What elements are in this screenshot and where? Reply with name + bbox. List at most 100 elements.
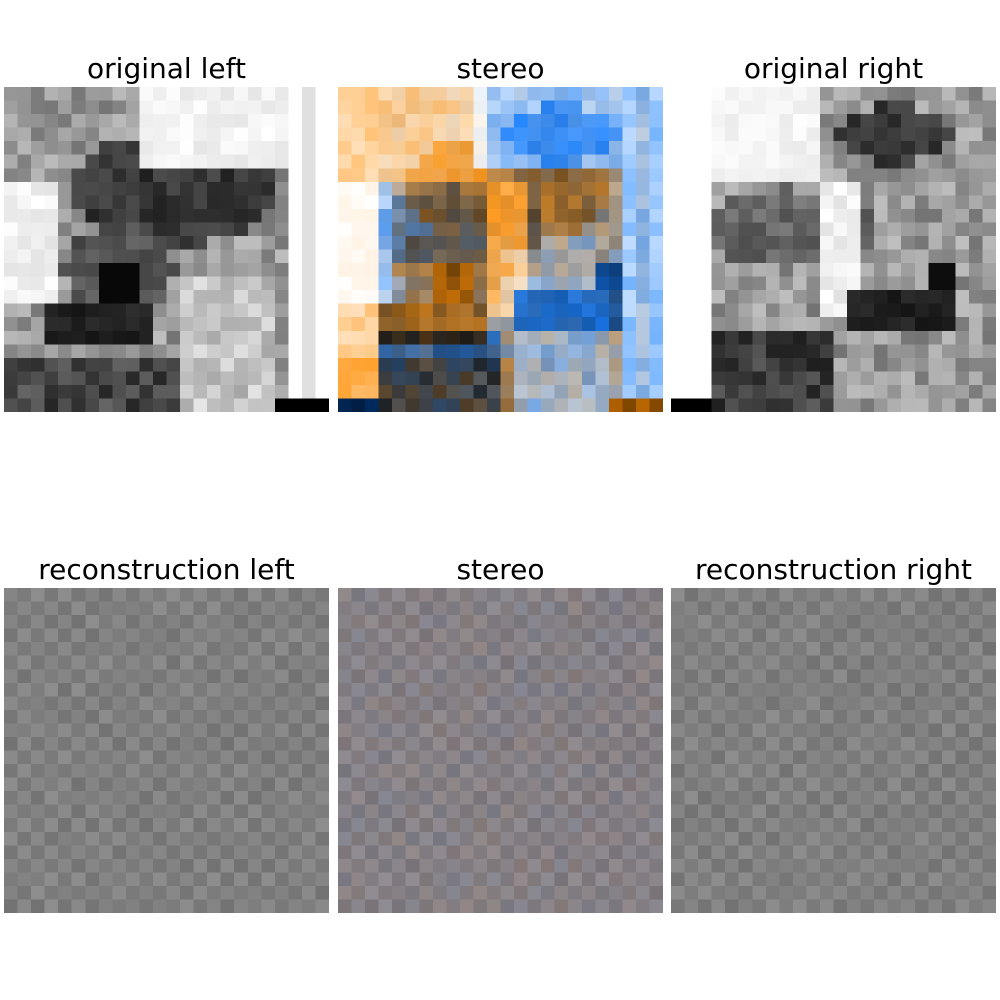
stereo-original-pixel [338,357,352,372]
reconstruction-left-pixel [85,858,100,873]
original-right-pixel [901,249,916,264]
stereo-reconstruction-pixel [568,642,583,656]
original-right-pixel [874,222,888,237]
stereo-original-pixel [365,114,379,128]
original-right-pixel [819,371,834,386]
stereo-reconstruction-pixel [608,736,623,751]
stereo-reconstruction-pixel [365,899,379,913]
reconstruction-left-pixel [44,764,59,778]
reconstruction-left-pixel [44,696,59,711]
stereo-reconstruction-pixel [419,628,434,643]
stereo-reconstruction-pixel [595,764,610,778]
original-left-pixel [301,290,316,304]
original-left-pixel [112,276,127,291]
stereo-reconstruction-pixel [432,804,447,819]
reconstruction-right-pixel [792,655,807,670]
original-right-pixel [874,249,888,264]
stereo-reconstruction-pixel [378,723,393,738]
stereo-original-pixel [486,141,501,155]
reconstruction-right-pixel [928,736,943,751]
original-right-pixel [684,263,699,277]
stereo-reconstruction-pixel [554,669,569,684]
stereo-original-pixel [459,141,474,155]
original-right-pixel [711,87,726,101]
reconstruction-left-pixel [152,642,167,656]
reconstruction-right-pixel [833,588,848,602]
stereo-original-pixel [500,181,515,196]
original-left-pixel [85,114,100,128]
reconstruction-right-pixel [738,588,753,602]
stereo-reconstruction-pixel [514,858,528,873]
reconstruction-right-pixel [874,682,888,697]
reconstruction-right-pixel [955,655,970,670]
reconstruction-left-pixel [17,845,32,860]
reconstruction-left-pixel [220,791,235,805]
reconstruction-left-pixel [207,588,221,602]
stereo-reconstruction-pixel [514,655,528,670]
reconstruction-left-pixel [261,845,276,860]
stereo-reconstruction-pixel [527,588,542,602]
reconstruction-left-pixel [274,831,289,846]
original-right-pixel [819,276,834,291]
stereo-original-pixel [541,141,555,155]
reconstruction-left-pixel [112,791,127,805]
original-right-pixel [779,317,794,332]
stereo-original-pixel [419,195,434,210]
stereo-original-pixel [608,114,623,128]
original-right-pixel [765,276,780,291]
reconstruction-left-pixel [301,628,316,643]
stereo-original-pixel [486,249,501,264]
original-right-pixel [874,357,888,372]
reconstruction-right-pixel [833,696,848,711]
reconstruction-left-pixel [207,818,221,833]
original-left-pixel [71,168,86,183]
stereo-reconstruction-pixel [527,601,542,616]
original-left-pixel [220,127,235,142]
stereo-original-pixel [595,371,610,386]
stereo-original-pixel [500,330,515,345]
original-left-pixel [315,168,329,183]
reconstruction-left-pixel [17,736,32,751]
reconstruction-right-pixel [982,804,996,819]
stereo-reconstruction-pixel [622,777,637,792]
stereo-reconstruction-pixel [351,628,366,643]
original-right-pixel [738,249,753,264]
stereo-reconstruction-pixel [405,872,420,887]
stereo-original-pixel [581,398,596,412]
original-right-pixel [887,384,902,399]
reconstruction-left-pixel [234,655,249,670]
reconstruction-right-pixel [982,709,996,724]
stereo-original-pixel [568,141,583,155]
original-right-pixel [779,290,794,304]
reconstruction-left-image [4,588,329,913]
stereo-reconstruction-pixel [392,709,406,724]
reconstruction-right-pixel [860,750,875,765]
original-left-pixel [220,222,235,237]
reconstruction-right-pixel [968,818,983,833]
original-left-pixel [98,141,113,155]
original-left-pixel [112,195,127,210]
original-left-pixel [71,290,86,304]
reconstruction-right-pixel [792,845,807,860]
reconstruction-left-pixel [4,764,18,778]
reconstruction-left-pixel [261,791,276,805]
reconstruction-right-pixel [671,642,685,656]
reconstruction-right-pixel [860,899,875,913]
reconstruction-right-pixel [860,872,875,887]
original-left-pixel [139,168,154,183]
reconstruction-right-pixel [684,804,699,819]
stereo-original-pixel [608,330,623,345]
stereo-original-pixel [527,87,542,101]
original-left-pixel [152,87,167,101]
original-left-pixel [98,154,113,169]
stereo-original-pixel [405,208,420,223]
original-right-pixel [968,249,983,264]
stereo-original-pixel [351,303,366,318]
stereo-reconstruction-pixel [500,642,515,656]
reconstruction-left-pixel [125,818,140,833]
original-left-pixel [234,276,249,291]
stereo-reconstruction-pixel [635,804,650,819]
stereo-original-pixel [500,249,515,264]
reconstruction-left-pixel [180,831,194,846]
reconstruction-right-pixel [887,736,902,751]
